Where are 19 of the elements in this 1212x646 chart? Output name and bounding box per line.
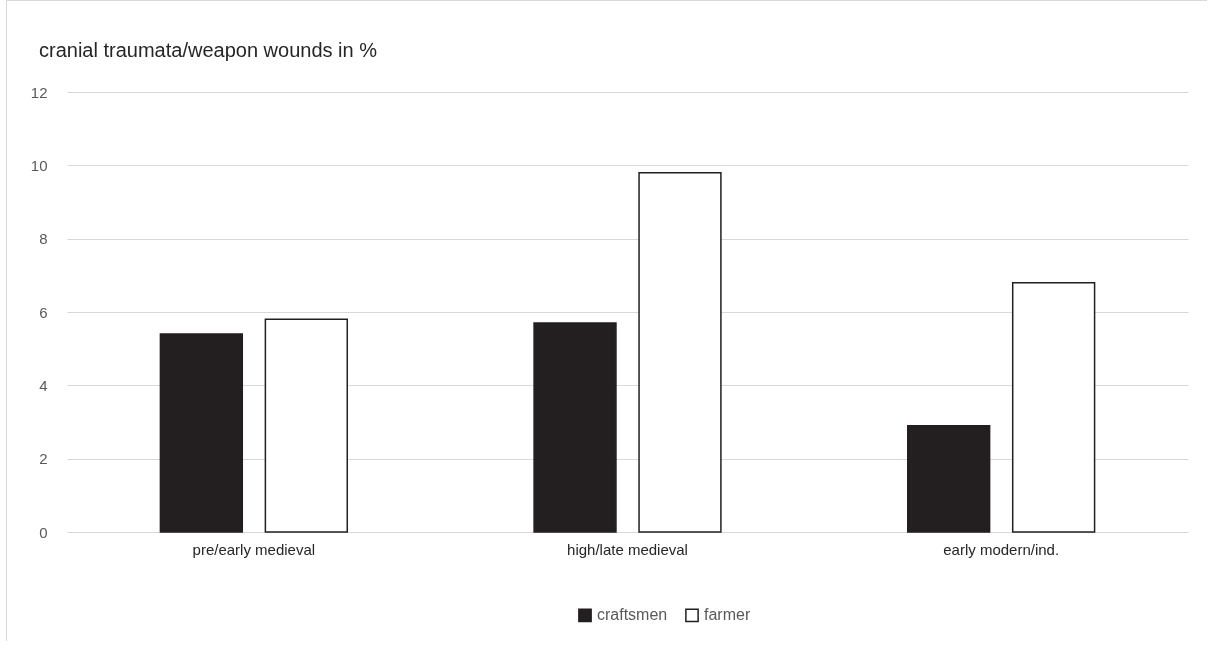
- bar: [264, 318, 348, 533]
- y-tick-label: 4: [39, 376, 48, 394]
- y-tick-label: 8: [39, 230, 48, 248]
- bar: [638, 171, 722, 533]
- x-tick-label: high/late medieval: [567, 540, 688, 558]
- x-tick-label: early modern/ind.: [943, 540, 1060, 558]
- bar: [1011, 281, 1096, 533]
- bar: [907, 424, 991, 533]
- y-tick-label: 2: [39, 450, 48, 468]
- y-tick-label: 6: [39, 303, 48, 321]
- legend-label: craftsmen: [597, 606, 668, 624]
- chart-title: cranial traumata/weapon wounds in %: [39, 39, 378, 61]
- y-tick-label: 0: [39, 523, 48, 541]
- y-tick-label: 12: [30, 83, 48, 101]
- bar: [159, 333, 244, 533]
- y-tick-label: 10: [30, 156, 48, 174]
- bar: [533, 322, 617, 533]
- x-tick-label: pre/early medieval: [192, 540, 316, 558]
- legend-label: farmer: [704, 606, 751, 624]
